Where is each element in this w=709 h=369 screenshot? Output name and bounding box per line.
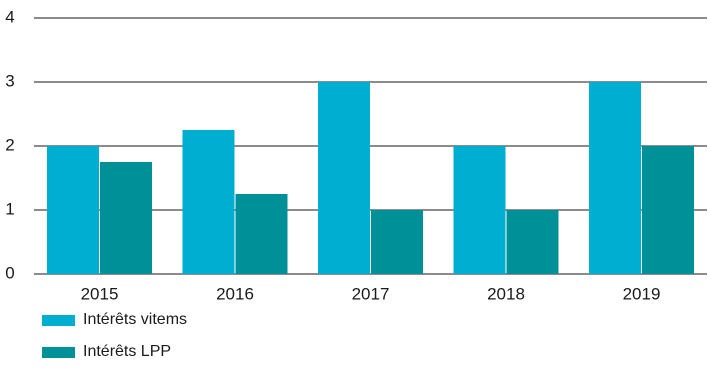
x-axis-tick-labels: 2015 2016 2017 2018 2019 bbox=[81, 284, 661, 303]
bar-2018-series-1 bbox=[453, 146, 506, 274]
bar-2015-series-2 bbox=[100, 162, 152, 274]
y-tick-label: 4 bbox=[5, 7, 14, 26]
legend-label-2: Intérêts LPP bbox=[83, 343, 171, 360]
legend-label-1: Intérêts vitems bbox=[83, 311, 187, 328]
bar-2016-series-1 bbox=[182, 130, 235, 274]
x-tick-label: 2015 bbox=[81, 284, 119, 303]
bar-2019-series-1 bbox=[589, 82, 641, 274]
legend-swatch-1 bbox=[42, 315, 75, 326]
x-tick-label: 2019 bbox=[623, 284, 661, 303]
bar-2016-series-2 bbox=[235, 194, 288, 274]
bar-2017-series-2 bbox=[371, 210, 423, 274]
legend-swatch-2 bbox=[42, 347, 75, 358]
x-tick-label: 2017 bbox=[352, 284, 390, 303]
legend: Intérêts vitems Intérêts LPP bbox=[42, 311, 187, 360]
y-tick-label: 1 bbox=[5, 199, 14, 218]
bars bbox=[47, 82, 694, 274]
bar-2019-series-2 bbox=[642, 146, 694, 274]
y-tick-label: 0 bbox=[5, 263, 14, 282]
y-tick-label: 3 bbox=[5, 71, 14, 90]
bar-2015-series-1 bbox=[47, 146, 99, 274]
y-axis-tick-labels: 0 1 2 3 4 bbox=[5, 7, 14, 282]
bar-2017-series-1 bbox=[318, 82, 370, 274]
bar-2018-series-2 bbox=[506, 210, 559, 274]
x-tick-label: 2018 bbox=[487, 284, 525, 303]
x-tick-label: 2016 bbox=[216, 284, 254, 303]
y-tick-label: 2 bbox=[5, 135, 14, 154]
